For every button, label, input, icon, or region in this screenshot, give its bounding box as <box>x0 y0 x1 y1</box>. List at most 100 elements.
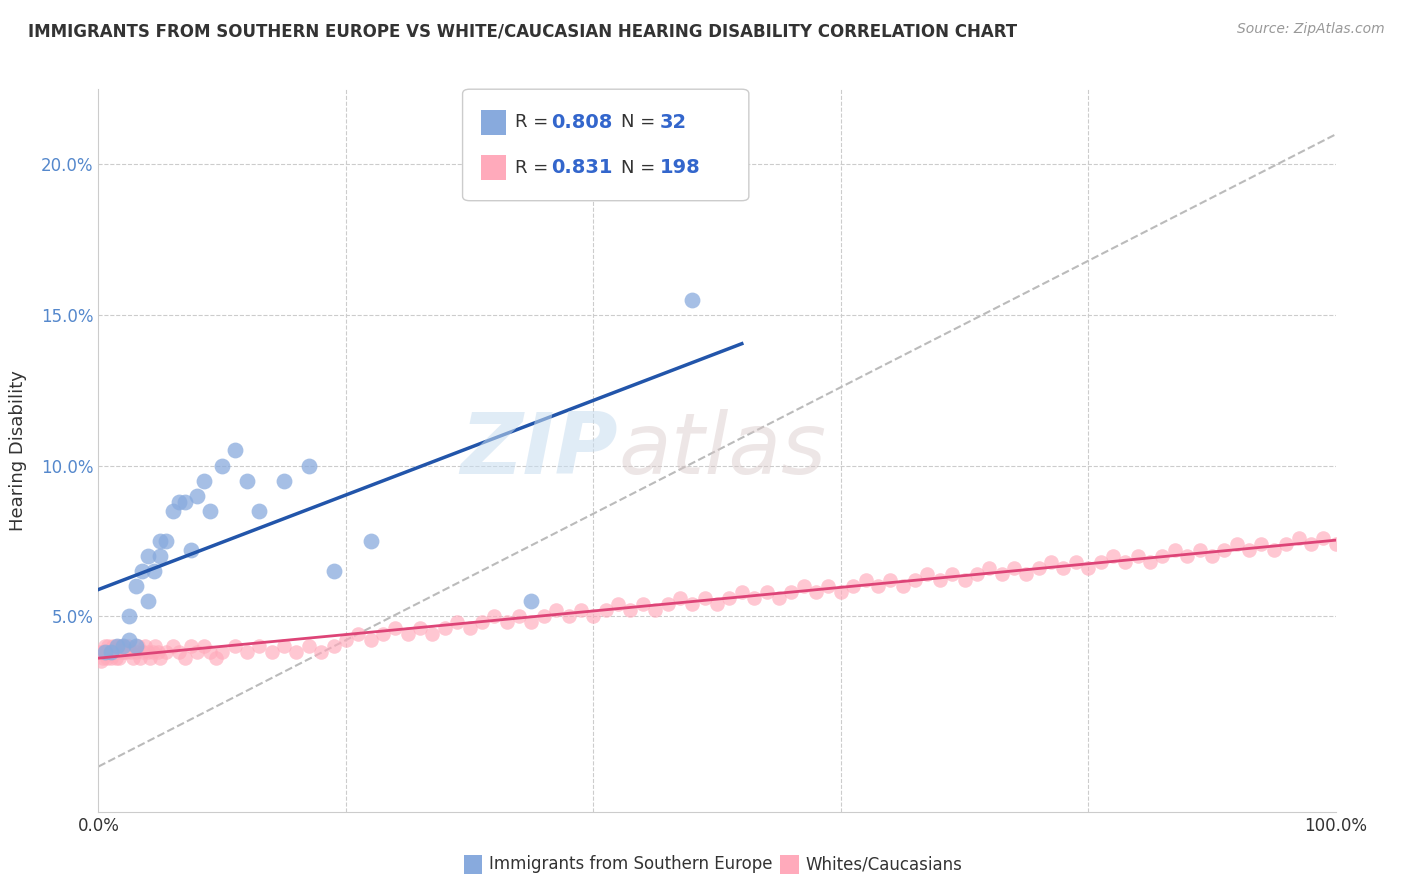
Point <box>100 645 122 659</box>
Point <box>98 645 121 659</box>
Point <box>285 645 308 659</box>
Point <box>260 645 283 659</box>
Text: 198: 198 <box>659 158 700 177</box>
Point <box>193 474 215 488</box>
Point <box>1015 566 1038 581</box>
Point <box>780 585 803 599</box>
Point <box>136 645 159 659</box>
Point <box>111 645 134 659</box>
Point <box>97 639 120 653</box>
Point <box>458 621 481 635</box>
Point <box>941 566 963 581</box>
Point <box>619 603 641 617</box>
Point <box>669 591 692 605</box>
Point <box>1139 555 1161 569</box>
Point <box>211 458 233 473</box>
Point <box>186 645 208 659</box>
Point <box>1064 555 1087 569</box>
Point <box>1175 549 1198 563</box>
Point <box>1052 561 1074 575</box>
Point <box>830 585 852 599</box>
Point <box>866 579 889 593</box>
Point <box>211 645 233 659</box>
Point <box>104 651 127 665</box>
Point <box>90 654 112 668</box>
Text: N =: N = <box>621 113 661 131</box>
Point <box>155 533 177 548</box>
Point <box>105 639 128 653</box>
Point <box>409 621 432 635</box>
Point <box>966 566 988 581</box>
Point <box>446 615 468 629</box>
Point <box>91 645 114 659</box>
Point <box>118 633 141 648</box>
Point <box>693 591 716 605</box>
Point <box>793 579 815 593</box>
Point <box>120 645 142 659</box>
Point <box>112 639 135 653</box>
Point <box>1288 531 1310 545</box>
Point <box>953 573 976 587</box>
Point <box>93 645 115 659</box>
Point <box>657 597 679 611</box>
Point <box>118 609 141 624</box>
Point <box>644 603 666 617</box>
Point <box>298 639 321 653</box>
Point <box>162 503 184 517</box>
Text: Source: ZipAtlas.com: Source: ZipAtlas.com <box>1237 22 1385 37</box>
Point <box>247 639 270 653</box>
Point <box>1201 549 1223 563</box>
Point <box>114 645 136 659</box>
Point <box>1226 537 1249 551</box>
Point <box>1312 531 1334 545</box>
Point <box>174 494 197 508</box>
Point <box>124 639 146 653</box>
Text: ZIP: ZIP <box>460 409 619 492</box>
Point <box>928 573 950 587</box>
Text: Immigrants from Southern Europe: Immigrants from Southern Europe <box>489 855 773 873</box>
Point <box>433 621 456 635</box>
Point <box>224 443 246 458</box>
Point <box>1002 561 1025 575</box>
Point <box>360 533 382 548</box>
Point <box>1077 561 1099 575</box>
Point <box>1090 555 1112 569</box>
Point <box>1299 537 1322 551</box>
Point <box>742 591 765 605</box>
Point <box>904 573 927 587</box>
Point <box>155 645 177 659</box>
Point <box>1028 561 1050 575</box>
Y-axis label: Hearing Disability: Hearing Disability <box>10 370 27 531</box>
Point <box>96 651 118 665</box>
Point <box>149 533 172 548</box>
Point <box>495 615 517 629</box>
Point <box>371 627 394 641</box>
Point <box>149 651 172 665</box>
Point <box>1164 542 1187 557</box>
Text: 32: 32 <box>659 113 686 132</box>
Point <box>1275 537 1298 551</box>
Point <box>533 609 555 624</box>
Point <box>132 645 155 659</box>
Point <box>706 597 728 611</box>
Point <box>755 585 778 599</box>
Point <box>103 639 125 653</box>
Text: R =: R = <box>515 159 554 177</box>
Point <box>124 645 146 659</box>
Point <box>917 566 939 581</box>
Point <box>136 594 159 608</box>
Point <box>124 579 146 593</box>
Point <box>569 603 592 617</box>
Point <box>842 579 865 593</box>
Point <box>817 579 839 593</box>
Point <box>582 609 605 624</box>
Point <box>127 639 149 653</box>
Point <box>855 573 877 587</box>
Point <box>174 651 197 665</box>
Point <box>1250 537 1272 551</box>
Point <box>1102 549 1125 563</box>
Point <box>273 474 295 488</box>
Text: atlas: atlas <box>619 409 827 492</box>
Point <box>990 566 1012 581</box>
Point <box>149 549 172 563</box>
